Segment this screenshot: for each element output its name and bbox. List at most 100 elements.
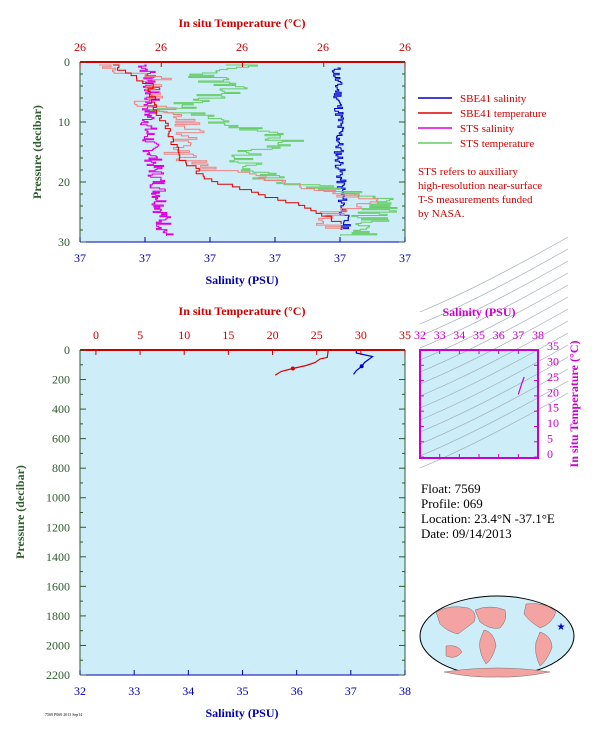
- profile-number: Profile: 069: [421, 496, 483, 511]
- bottom-pressure-tick: 0: [64, 343, 70, 357]
- top-sal-tick: 37: [334, 251, 346, 265]
- top-pressure-tick: 20: [58, 175, 70, 189]
- bottom-panel-temperature-title: In situ Temperature (°C): [179, 304, 306, 318]
- ts-density-contour: [419, 284, 569, 361]
- ts-density-contour: [419, 260, 569, 337]
- ts-density-contour: [419, 332, 569, 409]
- bottom-panel: In situ Temperature (°C) Salinity (PSU) …: [13, 304, 411, 720]
- bottom-sal-tick: 38: [399, 684, 411, 698]
- top-sal-tick: 37: [139, 251, 151, 265]
- bottom-sal-tick: 32: [74, 684, 86, 698]
- ts-temp-tick: 10: [547, 416, 559, 430]
- float-location: Location: 23.4°N -37.1°E: [421, 511, 555, 526]
- bottom-pressure-tick: 2200: [46, 668, 70, 682]
- bottom-salinity-marker: [359, 364, 364, 369]
- bottom-panel-pressure-title: Pressure (decibar): [13, 465, 27, 559]
- bottom-temperature-marker: [290, 366, 295, 371]
- ts-density-contour: [419, 272, 569, 349]
- top-sal-tick: 37: [269, 251, 281, 265]
- bottom-sal-tick: 36: [291, 684, 303, 698]
- ts-ticks: [419, 349, 539, 458]
- map-land-europe-africa: [474, 606, 507, 629]
- top-panel-salinity-title: Salinity (PSU): [205, 273, 278, 287]
- top-temp-tick: 26: [399, 40, 411, 54]
- ts-density-contour: [419, 248, 569, 325]
- top-pressure-tick: 10: [58, 115, 70, 129]
- bottom-sal-tick: 37: [345, 684, 357, 698]
- ts-sal-tick: 35: [473, 328, 485, 342]
- ts-temp-tick: 0: [547, 447, 553, 461]
- bottom-pressure-tick: 1800: [46, 609, 70, 623]
- bottom-pressure-tick: 1200: [46, 520, 70, 534]
- bottom-temp-tick: 5: [137, 328, 143, 342]
- ts-sal-tick: 36: [493, 328, 505, 342]
- ts-density-contour: [419, 344, 569, 421]
- ts-curves: [517, 376, 525, 395]
- sts-salinity-line: [138, 64, 174, 236]
- legend: SBE41 salinity SBE41 temperature STS sal…: [418, 93, 547, 220]
- bottom-pressure-tick: 2000: [46, 639, 70, 653]
- top-panel: In situ Temperature (°C) Salinity (PSU) …: [30, 16, 411, 287]
- bottom-pressure-tick: 1600: [46, 579, 70, 593]
- ts-temp-tick: 35: [547, 339, 559, 353]
- bottom-pressure-tick: 800: [52, 461, 70, 475]
- legend-label-sts-temperature: STS temperature: [460, 138, 534, 150]
- bottom-panel-salinity-title: Salinity (PSU): [205, 706, 278, 720]
- figure-id-label: 7569 P069 2013 Sep14: [45, 712, 82, 717]
- profile-date: Date: 09/14/2013: [421, 526, 512, 541]
- ts-density-contour: [419, 236, 569, 313]
- bottom-sal-tick: 34: [182, 684, 194, 698]
- sbe41-salinity-line: [331, 67, 351, 230]
- legend-label-sbe41-salinity: SBE41 salinity: [460, 93, 527, 105]
- ts-temp-tick: 5: [547, 432, 553, 446]
- bottom-panel-ticks: [79, 349, 406, 676]
- ts-density-contour: [419, 296, 569, 373]
- ts-density-contour: [419, 308, 569, 385]
- legend-label-sbe41-temperature: SBE41 temperature: [460, 108, 547, 120]
- ts-curve: [517, 376, 525, 395]
- bottom-sal-tick: 35: [237, 684, 249, 698]
- sts-temperature-pink-line: [99, 64, 379, 230]
- ts-temp-tick: 15: [547, 401, 559, 415]
- bottom-pressure-tick: 200: [52, 373, 70, 387]
- bottom-pressure-tick: 600: [52, 432, 70, 446]
- ts-sal-tick: 34: [453, 328, 465, 342]
- ts-sal-tick: 32: [414, 328, 426, 342]
- top-sal-tick: 37: [74, 251, 86, 265]
- ts-sal-tick: 37: [512, 328, 524, 342]
- top-temp-tick: 26: [74, 40, 86, 54]
- bottom-pressure-tick: 1400: [46, 550, 70, 564]
- ts-plot-area: [420, 350, 538, 458]
- bottom-temp-tick: 20: [267, 328, 279, 342]
- bottom-temp-tick: 25: [311, 328, 323, 342]
- sts-note-line: by NASA.: [418, 208, 465, 220]
- top-temp-tick: 26: [236, 40, 248, 54]
- top-panel-temperature-title: In situ Temperature (°C): [179, 16, 306, 30]
- ts-density-contour: [419, 356, 569, 433]
- map-land-asia: [435, 606, 476, 635]
- bottom-temperature-profile: [274, 349, 329, 376]
- bottom-pressure-tick: 1000: [46, 491, 70, 505]
- top-panel-ticks: [79, 61, 406, 243]
- world-map: ★: [419, 595, 575, 678]
- ts-temp-tick: 30: [547, 354, 559, 368]
- top-pressure-tick: 0: [64, 55, 70, 69]
- bottom-temp-tick: 35: [399, 328, 411, 342]
- bottom-salinity-profile: [353, 350, 374, 375]
- ts-sal-tick: 33: [434, 328, 446, 342]
- bottom-temp-tick: 30: [355, 328, 367, 342]
- ts-density-contour: [419, 380, 569, 457]
- top-temp-tick: 26: [155, 40, 167, 54]
- ts-temp-tick: 25: [547, 370, 559, 384]
- ts-density-contour: [419, 392, 569, 469]
- ts-sal-tick: 38: [532, 328, 544, 342]
- sts-note-line: high-resolution near-surface: [418, 180, 542, 192]
- top-sal-tick: 37: [204, 251, 216, 265]
- bottom-curves: [274, 349, 374, 376]
- legend-label-sts-salinity: STS salinity: [460, 123, 515, 135]
- ts-temperature-title: In situ Temperature (°C): [567, 341, 581, 468]
- bottom-temp-tick: 10: [178, 328, 190, 342]
- sts-note-line: STS refers to auxiliary: [418, 166, 518, 178]
- bottom-plot-area: [80, 350, 405, 675]
